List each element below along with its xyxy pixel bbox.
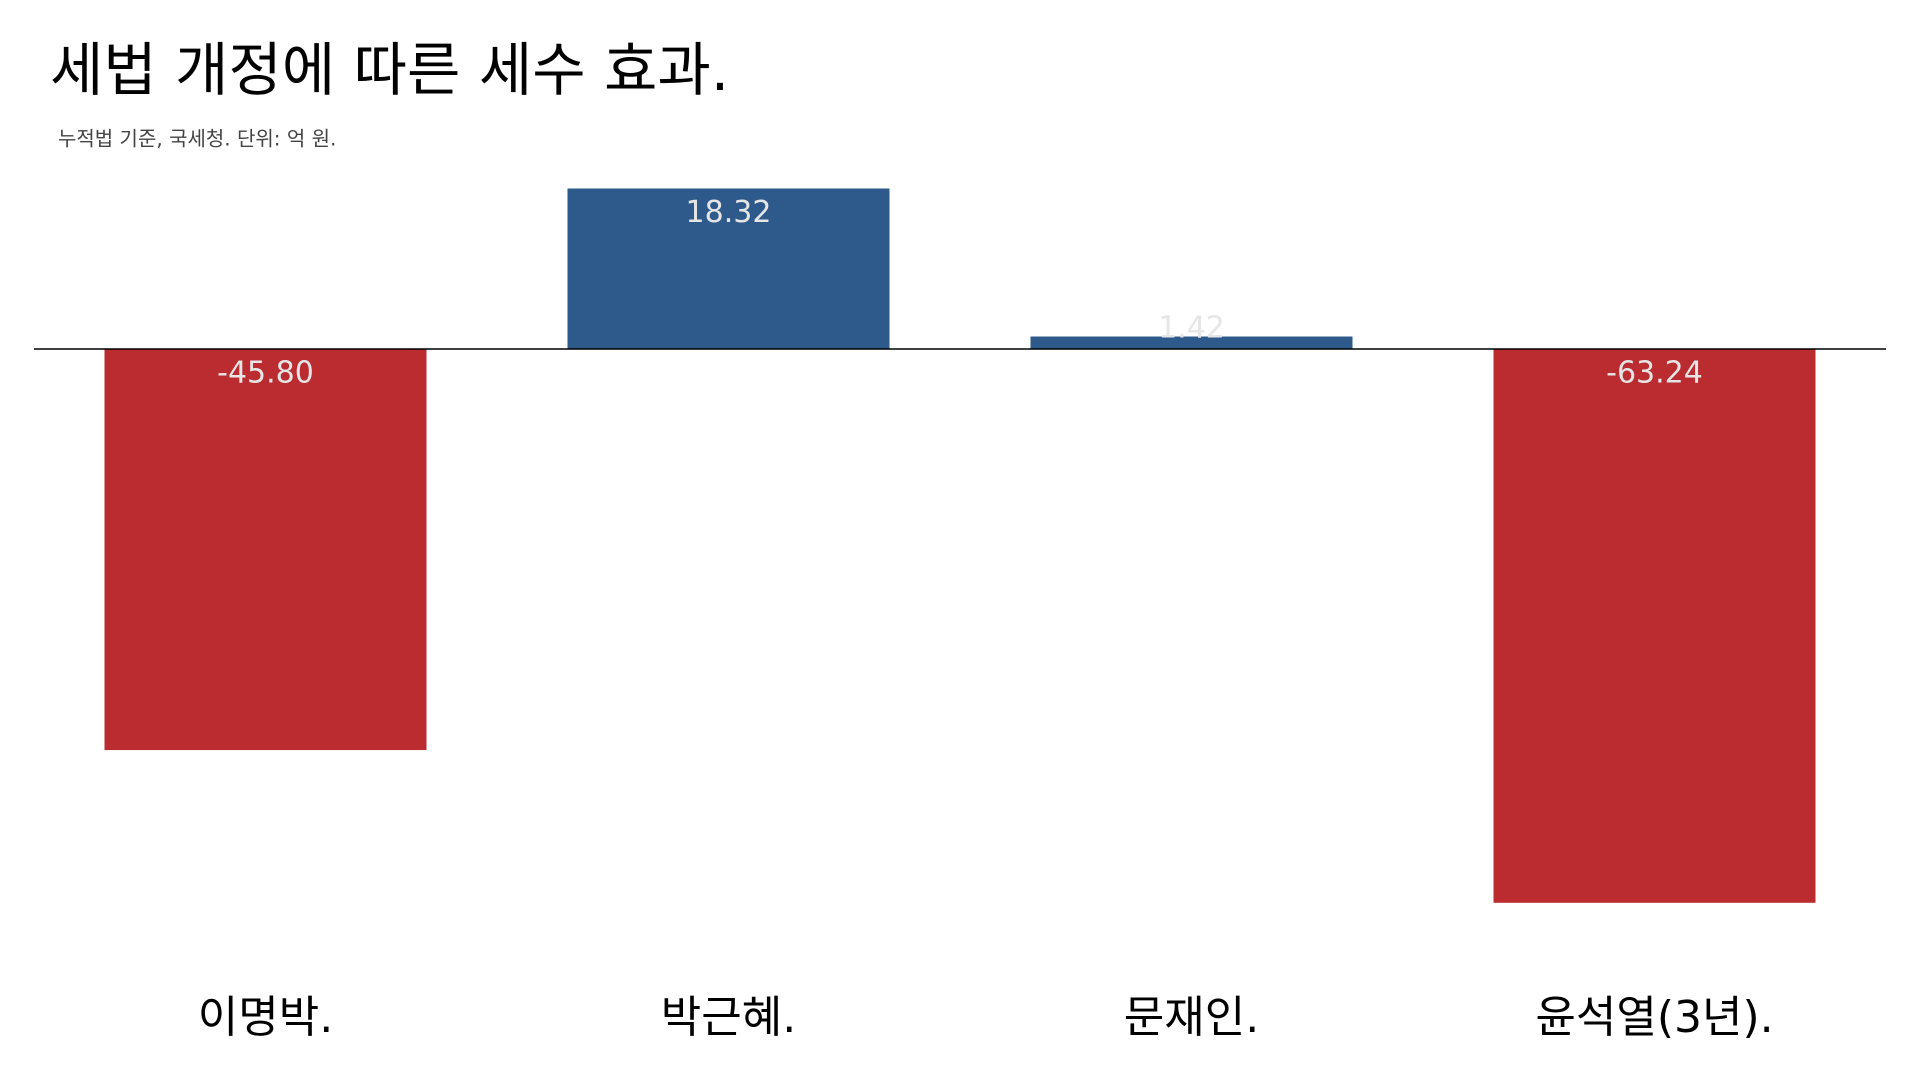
- x-tick-label: 이명박.: [198, 992, 333, 1043]
- bar: [1493, 348, 1816, 903]
- chart-subtitle: 누적법 기준, 국세청. 단위: 억 원.: [58, 127, 336, 151]
- bar: [567, 188, 890, 349]
- value-label: 1.42: [1158, 310, 1225, 345]
- x-tick-label: 윤석열(3년).: [1535, 992, 1773, 1043]
- chart-title: 세법 개정에 따른 세수 효과.: [50, 36, 729, 104]
- value-label: -45.80: [217, 355, 314, 390]
- x-tick-label: 문재인.: [1124, 992, 1259, 1043]
- value-label: 18.32: [686, 195, 772, 230]
- bar: [104, 348, 427, 751]
- value-label: -63.24: [1606, 355, 1703, 390]
- x-tick-label: 박근혜.: [661, 992, 796, 1043]
- bar: [1030, 336, 1353, 349]
